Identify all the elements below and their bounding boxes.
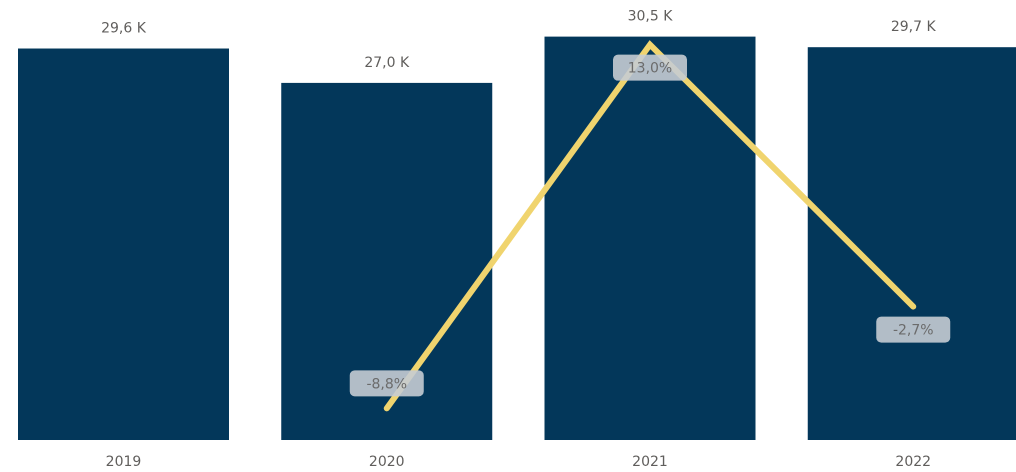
bar-value-label-2022: 29,7 K (891, 19, 937, 35)
bar-value-labels: 29,6 K 27,0 K 30,5 K 29,7 K (101, 9, 936, 71)
bar-value-label-2019: 29,6 K (101, 21, 147, 37)
bar-value-label-2021: 30,5 K (628, 9, 674, 25)
bar-2019 (18, 48, 229, 441)
x-tick-2021: 2021 (632, 454, 668, 470)
growth-label-2021: 13,0% (628, 61, 672, 77)
growth-label-2022: -2,7% (893, 323, 934, 339)
growth-label-box-2022 (876, 316, 951, 343)
x-axis: 2019 2020 2021 2022 (106, 454, 931, 470)
bar-2021 (544, 36, 756, 440)
growth-label-box-2020 (349, 370, 424, 397)
growth-line-layer (383, 40, 917, 412)
x-tick-2019: 2019 (106, 454, 142, 470)
bars-layer (18, 36, 1016, 441)
x-tick-2020: 2020 (369, 454, 405, 470)
growth-labels: -8,8% 13,0% -2,7% (349, 54, 951, 397)
bar-2022 (807, 47, 1016, 441)
bar-value-label-2020: 27,0 K (364, 55, 410, 71)
x-tick-2022: 2022 (895, 454, 931, 470)
growth-label-2020: -8,8% (366, 376, 407, 392)
growth-label-box-2021 (613, 54, 687, 81)
